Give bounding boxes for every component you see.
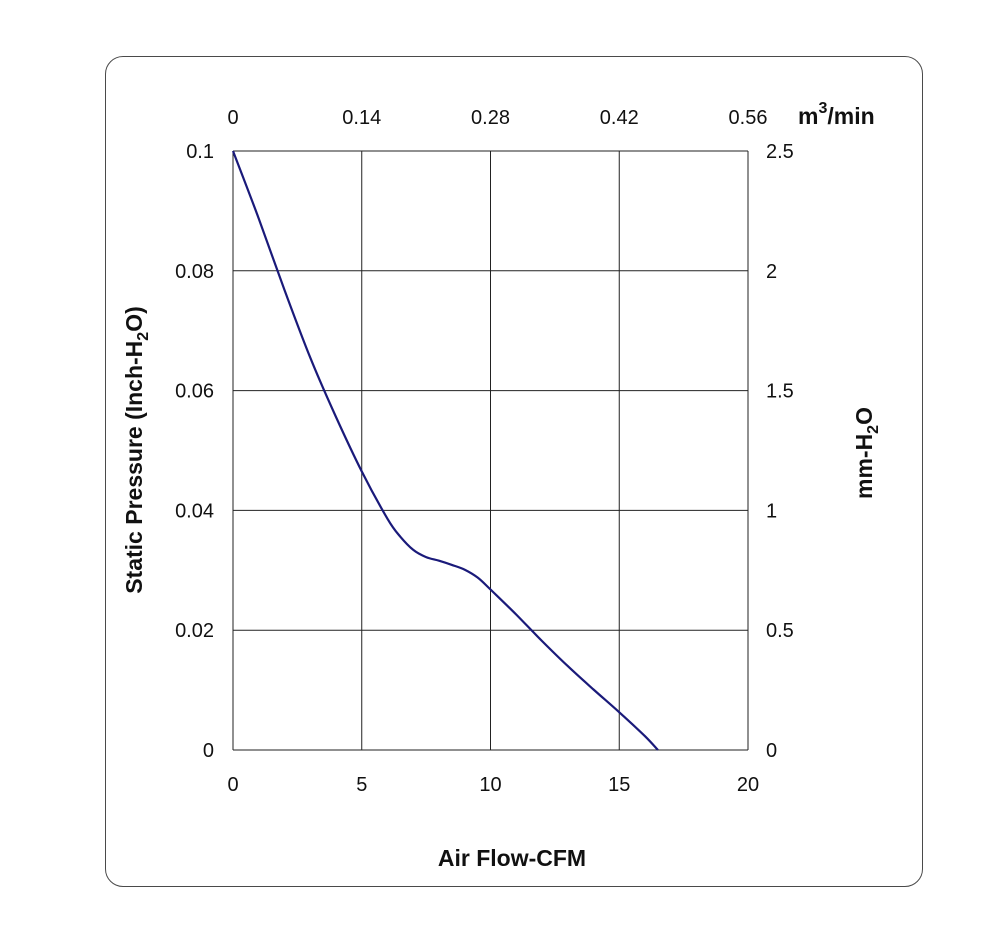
x2-axis-title: m3/min (798, 100, 875, 129)
x2-tick-label: 0.56 (729, 107, 768, 129)
x2-tick-label: 0 (227, 107, 238, 129)
y-tick-label: 0.06 (175, 381, 214, 403)
pressure-curve (231, 150, 659, 751)
y2-axis-title-post: O (851, 407, 877, 425)
y-tick-label: 0.04 (175, 500, 214, 522)
x2-tick-label: 0.42 (600, 107, 639, 129)
y-tick-label: 0 (203, 740, 214, 762)
y-axis-title: Static Pressure (Inch-H2O) (121, 306, 152, 594)
x-tick-label: 0 (227, 774, 238, 796)
x-tick-label: 5 (356, 774, 367, 796)
x-tick-label: 15 (608, 774, 630, 796)
x-axis-title: Air Flow-CFM (438, 845, 586, 871)
y2-axis-title-pre: mm-H (851, 434, 877, 499)
y-axis-title-pre: Static Pressure (Inch-H (121, 341, 147, 594)
y-axis-title-post: O) (121, 306, 147, 332)
y-tick-label: 0.08 (175, 261, 214, 283)
y2-axis-title: mm-H2O (851, 407, 882, 499)
x2-axis-title-pre: m (798, 103, 818, 129)
tick-labels: 0 5 10 15 200 0.14 0.28 0.42 0.5600.020.040.060.… (175, 107, 794, 796)
y2-tick-label: 2.5 (766, 141, 794, 163)
x2-tick-label: 0.28 (471, 107, 510, 129)
y2-tick-label: 2 (766, 261, 777, 283)
y2-tick-label: 1 (766, 500, 777, 522)
x-tick-label: 20 (737, 774, 759, 796)
y2-tick-label: 0 (766, 740, 777, 762)
chart-frame (105, 56, 923, 887)
x2-tick-label: 0.14 (342, 107, 381, 129)
y2-axis-title-sub: 2 (865, 425, 882, 434)
x2-axis-title-post: /min (827, 103, 874, 129)
y-tick-label: 0.02 (175, 620, 214, 642)
x2-axis-title-sup: 3 (818, 100, 827, 117)
grid-layer (232, 150, 749, 751)
y-tick-label: 0.1 (186, 141, 214, 163)
y2-tick-label: 0.5 (766, 620, 794, 642)
x-tick-label: 10 (479, 774, 501, 796)
y2-tick-label: 1.5 (766, 381, 794, 403)
y-axis-title-sub: 2 (135, 332, 152, 341)
